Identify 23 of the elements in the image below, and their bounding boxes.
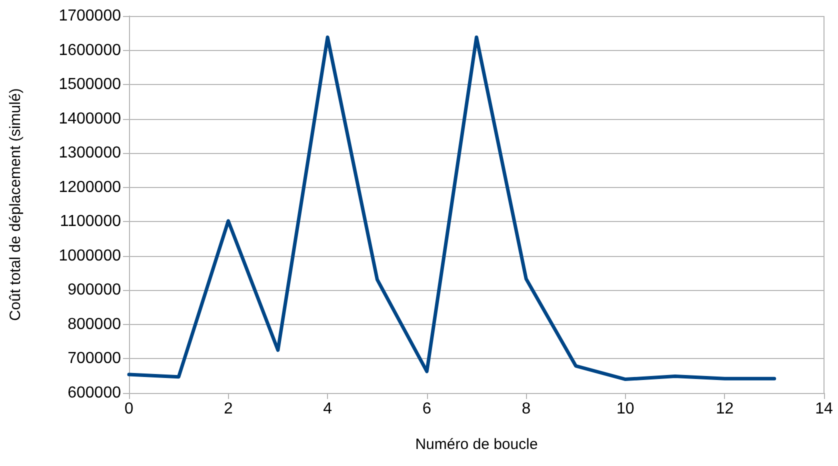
y-tick-label: 700000 [68, 350, 122, 368]
x-tick-label: 6 [422, 400, 432, 418]
y-tick-label: 1400000 [58, 110, 122, 128]
y-tick-label: 1600000 [58, 42, 122, 59]
y-tick-label: 1200000 [58, 178, 122, 196]
line-series [127, 36, 776, 382]
x-tick-label: 12 [716, 400, 734, 418]
x-tick-label: 14 [815, 400, 833, 418]
x-tick-label: 0 [124, 400, 134, 418]
y-tick-label: 1500000 [58, 76, 122, 94]
y-tick-label: 1100000 [60, 213, 122, 230]
y-tick-label: 1000000 [58, 247, 122, 264]
y-tick-label: 1300000 [58, 144, 122, 162]
x-tick-label: 4 [323, 400, 332, 418]
x-tick-label: 10 [616, 400, 634, 418]
y-tick-label: 1700000 [58, 8, 122, 24]
x-tick-label: 2 [224, 400, 233, 418]
x-tick-label: 8 [522, 400, 531, 418]
x-axis-title: Numéro de boucle [415, 436, 538, 453]
y-tick-label: 800000 [68, 316, 122, 333]
y-axis-title: Coût total de déplacement (simulé) [7, 88, 24, 321]
y-tick-label: 600000 [68, 384, 122, 402]
y-tick-label: 900000 [68, 282, 122, 299]
